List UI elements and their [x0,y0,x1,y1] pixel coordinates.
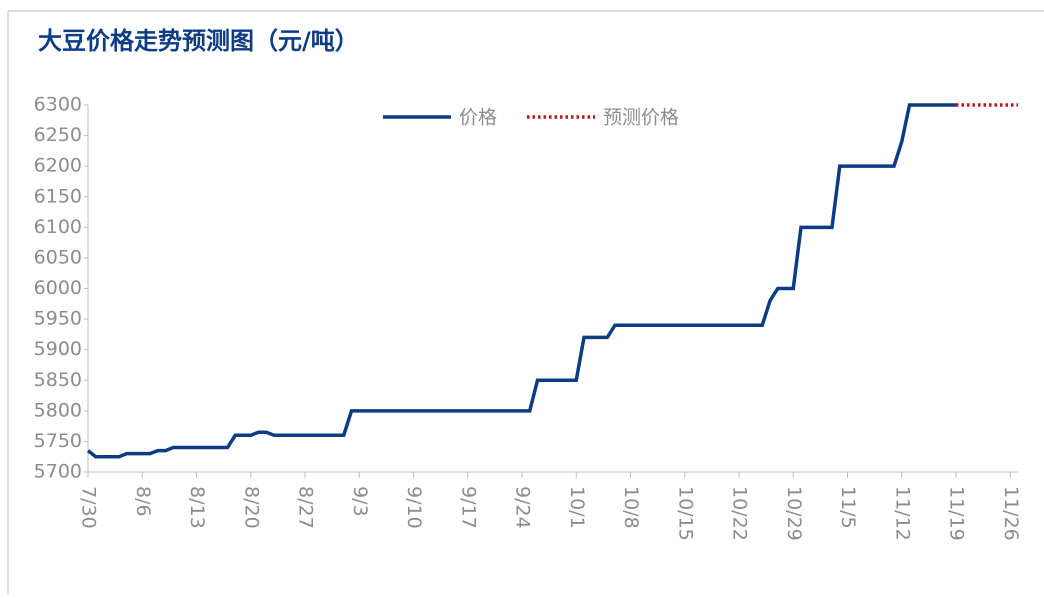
legend-label: 预测价格 [603,107,679,129]
x-tick-label: 10/15 [674,486,696,541]
x-tick-label: 9/3 [349,486,371,517]
x-tick-label: 7/30 [78,486,100,529]
y-tick-label: 5700 [34,461,82,483]
y-tick-label: 5750 [34,430,82,452]
x-tick-label: 8/6 [132,486,154,517]
y-tick-label: 6000 [34,277,82,299]
chart-title: 大豆价格走势预测图（元/吨） [38,27,359,55]
x-tick-label: 8/27 [295,486,317,529]
y-tick-label: 6050 [34,246,82,268]
x-tick-label: 10/8 [620,486,642,529]
x-tick-label: 11/19 [946,486,968,541]
x-tick-label: 9/10 [403,486,425,529]
x-tick-label: 8/20 [240,486,262,529]
y-tick-label: 6150 [34,185,82,207]
x-tick-label: 11/26 [1000,486,1022,541]
legend-label: 价格 [459,107,497,129]
y-tick-label: 5950 [34,308,82,330]
y-tick-label: 5900 [34,338,82,360]
x-tick-label: 9/17 [457,486,479,529]
x-tick-label: 10/1 [566,486,588,529]
y-tick-label: 6300 [34,94,82,116]
y-tick-label: 6100 [34,216,82,238]
y-tick-label: 5850 [34,369,82,391]
y-tick-label: 6200 [34,155,82,177]
x-tick-label: 9/24 [512,486,534,529]
x-tick-label: 11/12 [891,486,913,541]
y-tick-label: 5800 [34,399,82,421]
x-tick-label: 10/22 [729,486,751,541]
x-tick-label: 11/5 [837,486,859,529]
y-tick-label: 6250 [34,124,82,146]
series-line [86,103,956,459]
x-tick-label: 8/13 [186,486,208,529]
x-tick-label: 10/29 [783,486,805,541]
